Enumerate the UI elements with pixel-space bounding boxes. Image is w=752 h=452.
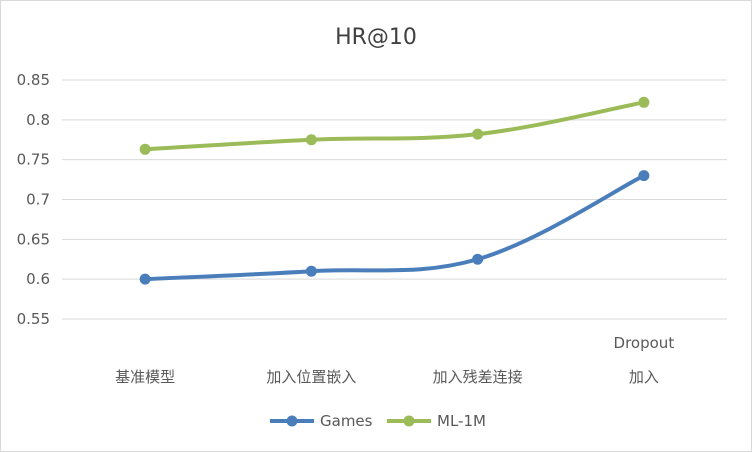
x-axis-ticks: 基准模型 加入位置嵌入 加入残差连接 Dropout 加入 — [115, 334, 674, 386]
x-tick-label: 基准模型 — [115, 368, 175, 386]
x-tick-label: 加入 — [629, 368, 659, 386]
series-line-games — [145, 176, 644, 280]
chart-title: HR@10 — [335, 25, 417, 50]
series-group — [140, 97, 650, 285]
y-tick-label: 0.55 — [17, 310, 50, 328]
y-tick-label: 0.6 — [26, 270, 50, 288]
legend-swatch-marker — [404, 416, 415, 427]
data-point-games — [140, 274, 151, 285]
gridlines — [62, 80, 727, 319]
data-point-games — [472, 254, 483, 265]
legend-swatch-marker — [287, 416, 298, 427]
y-tick-label: 0.7 — [26, 191, 50, 209]
legend-label: Games — [320, 412, 373, 430]
x-tick-label: 加入位置嵌入 — [266, 368, 356, 386]
data-point-ml-1m — [638, 97, 649, 108]
y-tick-label: 0.8 — [26, 111, 50, 129]
y-tick-label: 0.65 — [17, 230, 50, 248]
y-tick-label: 0.85 — [17, 71, 50, 89]
data-point-games — [638, 170, 649, 181]
y-axis-ticks: 0.55 0.6 0.65 0.7 0.75 0.8 0.85 — [17, 71, 50, 328]
data-point-ml-1m — [306, 134, 317, 145]
series-line-ml-1m — [145, 102, 644, 149]
data-point-ml-1m — [472, 129, 483, 140]
x-tick-label: Dropout — [614, 334, 675, 352]
y-tick-label: 0.75 — [17, 151, 50, 169]
data-point-games — [306, 266, 317, 277]
legend: Games ML-1M — [270, 412, 486, 430]
data-point-ml-1m — [140, 144, 151, 155]
legend-label: ML-1M — [437, 412, 486, 430]
x-tick-label: 加入残差连接 — [433, 368, 523, 386]
